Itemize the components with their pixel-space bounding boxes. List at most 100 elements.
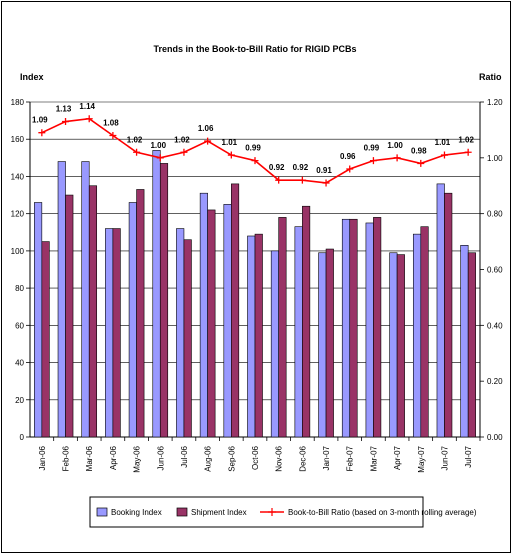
ratio-data-label: 0.99 [245,144,261,153]
ratio-data-label: 0.91 [316,166,332,175]
left-tick-label: 160 [11,135,25,144]
ratio-point-marker [251,157,259,165]
x-tick-label: Mar-06 [85,445,94,471]
ratio-data-label: 1.06 [198,124,214,133]
x-tick-label: Jan-07 [322,445,331,470]
booking-index-bar [128,202,137,438]
shipment-index-bar [207,209,216,438]
ratio-data-label: 1.00 [387,141,403,150]
legend-swatch-shipment [176,507,188,517]
ratio-data-label: 0.99 [364,144,380,153]
booking-index-bar [389,252,398,438]
ratio-point-marker [298,176,306,184]
legend-label-ratio: Book-to-Bill Ratio (based on 3-month rol… [288,508,477,517]
right-tick-label: 0.00 [487,433,503,442]
legend-marker-ratio [268,508,276,516]
left-tick-label: 100 [11,247,25,256]
legend: Booking Index Shipment Index Book-to-Bil… [89,496,477,528]
right-tick-label: 0.20 [487,377,503,386]
legend-label-booking: Booking Index [111,508,162,517]
ratio-point-marker [440,151,448,159]
ratio-data-label: 1.02 [458,135,474,144]
booking-index-bar [270,250,279,438]
shipment-index-bar [325,248,334,438]
ratio-data-label: 0.92 [269,163,285,172]
booking-index-bar [152,150,161,438]
left-tick-label: 120 [11,210,25,219]
left-tick-label: 60 [15,321,24,330]
ratio-point-marker [62,118,70,126]
booking-index-bar [223,204,232,438]
right-tick-label: 0.80 [487,210,503,219]
legend-box [89,496,424,528]
x-tick-label: Feb-07 [346,445,355,471]
x-tick-label: Jan-06 [38,445,47,470]
shipment-index-bar [396,254,405,438]
ratio-point-marker [417,159,425,167]
shipment-index-bar [183,239,192,438]
booking-index-bar [199,192,208,438]
shipment-index-bar [41,241,50,438]
booking-index-bar [294,226,303,438]
ratio-data-label: 1.02 [127,135,143,144]
legend-label-shipment: Shipment Index [191,508,247,517]
ratio-point-marker [275,176,283,184]
shipment-index-bar [136,189,145,438]
x-tick-label: Nov-06 [275,445,284,471]
ratio-point-marker [227,151,235,159]
shipment-index-bar [112,228,121,438]
legend-swatch-booking [96,507,108,517]
chart-title: Trends in the Book-to-Bill Ratio for RIG… [153,44,356,54]
booking-index-bar [247,235,256,438]
ratio-point-marker [180,148,188,156]
booking-index-bar [105,228,114,438]
left-tick-label: 140 [11,172,25,181]
ratio-data-label: 0.98 [411,146,427,155]
x-tick-label: Jun-07 [440,445,449,470]
booking-index-bar [436,183,445,438]
x-tick-label: Oct-06 [251,445,260,470]
shipment-index-bar [254,233,263,438]
right-tick-label: 1.00 [487,154,503,163]
shipment-index-bar [467,252,476,438]
ratio-point-marker [464,148,472,156]
ratio-data-label: 0.96 [340,152,356,161]
x-tick-label: Jun-06 [156,445,165,470]
left-tick-label: 180 [11,98,25,107]
shipment-index-bar [278,217,287,438]
shipment-index-bar [302,205,311,438]
right-tick-label: 0.40 [487,321,503,330]
shipment-index-bar [88,185,98,438]
x-tick-label: Mar-07 [369,445,378,471]
ratio-data-label: 1.14 [79,102,95,111]
left-tick-label: 0 [20,433,25,442]
ratio-point-marker [322,179,330,187]
ratio-point-marker [393,154,401,162]
ratio-data-label: 1.13 [56,105,72,114]
booking-index-bar [365,222,374,438]
x-tick-label: Jul-07 [464,445,473,467]
shipment-index-bar [373,217,382,438]
booking-index-bar [460,245,469,438]
ratio-point-marker [109,132,117,139]
x-tick-label: Apr-06 [109,445,118,470]
x-tick-label: May-07 [417,445,426,472]
shipment-index-bar [159,163,169,438]
right-tick-label: 0.60 [487,266,503,275]
x-tick-label: Feb-06 [62,445,71,471]
booking-index-bar [34,202,43,438]
ratio-data-label: 1.08 [103,119,119,128]
x-tick-label: Apr-07 [393,445,402,470]
x-tick-label: Sep-06 [227,445,236,471]
shipment-index-bar [444,192,453,438]
right-tick-label: 1.20 [487,98,503,107]
x-tick-label: Dec-06 [298,445,307,471]
booking-index-bar [318,252,327,438]
ratio-point-marker [346,165,354,173]
shipment-index-bar [231,183,240,438]
ratio-point-marker [133,148,141,156]
shipment-index-bar [420,226,429,438]
booking-index-bar [341,218,351,438]
left-axis-label: Index [20,72,44,82]
